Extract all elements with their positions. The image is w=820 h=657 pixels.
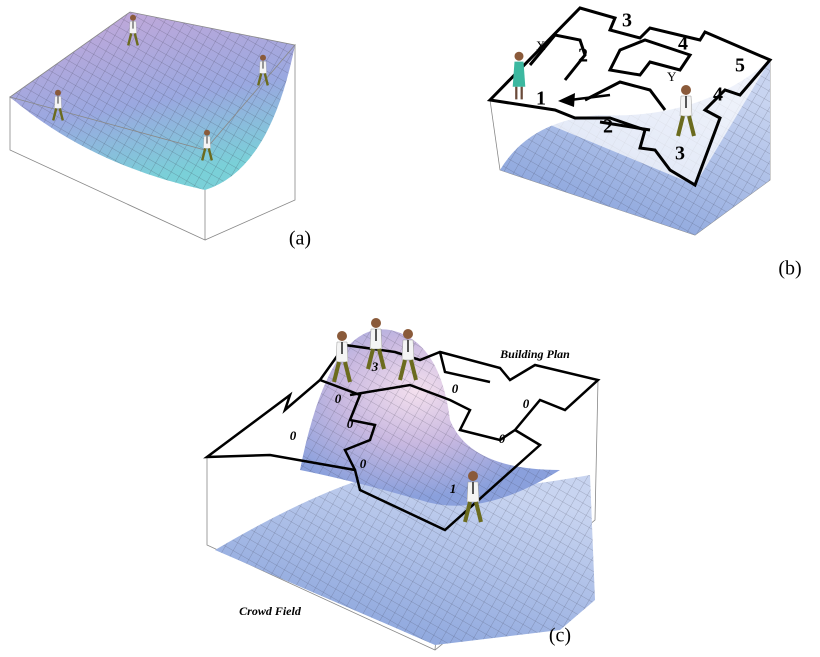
- head: [681, 85, 691, 95]
- legs: [201, 148, 213, 161]
- room-value: 0: [523, 396, 530, 411]
- person: [332, 331, 352, 383]
- floor-plan-walls: [528, 33, 693, 132]
- head: [130, 14, 136, 21]
- person: [463, 471, 483, 523]
- room-number: 4: [713, 84, 723, 106]
- room-value: 0: [290, 428, 297, 443]
- legs: [515, 86, 523, 100]
- head: [514, 51, 524, 61]
- dress: [512, 61, 526, 87]
- floor-plan: [486, 6, 773, 188]
- surface-mesh: [10, 12, 295, 190]
- head: [371, 318, 381, 328]
- panel-c: [203, 329, 601, 651]
- room-value: 0: [347, 416, 354, 431]
- room-number: 2: [578, 45, 588, 67]
- person: [127, 14, 139, 46]
- person: [52, 89, 64, 121]
- caption: (b): [778, 258, 801, 280]
- marker-label: Y: [667, 69, 677, 84]
- people: [52, 14, 696, 523]
- box-top: [490, 8, 770, 185]
- room-number: 3: [675, 143, 685, 165]
- arrow-shaft: [569, 93, 611, 102]
- plan-title: Building Plan: [499, 347, 570, 361]
- floor-plan-walls: [319, 351, 516, 471]
- caption: (c): [549, 625, 571, 647]
- surface-mesh: [215, 329, 595, 645]
- legs: [366, 348, 386, 370]
- plan-title: Crowd Field: [239, 604, 302, 618]
- panel-a: [9, 11, 296, 241]
- legs: [257, 73, 269, 86]
- legs: [127, 33, 139, 46]
- room-number: 2: [603, 116, 613, 138]
- room-number: 4: [678, 33, 688, 55]
- person: [201, 129, 213, 161]
- legs: [52, 108, 64, 121]
- legs: [332, 361, 352, 383]
- room-value: 0: [335, 391, 342, 406]
- person: [398, 329, 418, 381]
- head: [55, 89, 61, 96]
- head: [468, 471, 478, 481]
- head: [260, 54, 266, 61]
- panel-b: [486, 6, 773, 236]
- floor-plan: [203, 343, 601, 532]
- caption: (a): [289, 228, 311, 250]
- room-value: 0: [452, 381, 459, 396]
- person: [366, 318, 386, 370]
- marker-label: X: [536, 38, 546, 53]
- head: [337, 331, 347, 341]
- room-value: 0: [499, 431, 506, 446]
- room-value: 0: [360, 456, 367, 471]
- head: [204, 129, 210, 136]
- arrow-head: [558, 93, 575, 107]
- room-number: 5: [735, 55, 745, 77]
- person: [512, 51, 526, 100]
- legs: [463, 501, 483, 523]
- legs: [676, 115, 696, 137]
- room-number: 3: [622, 10, 632, 32]
- legs: [398, 359, 418, 381]
- box-top: [9, 11, 296, 151]
- person: [676, 85, 696, 137]
- room-value: 3: [371, 359, 379, 374]
- room-number: 1: [536, 88, 546, 110]
- room-value: 1: [450, 481, 457, 496]
- head: [403, 329, 413, 339]
- person: [257, 54, 269, 86]
